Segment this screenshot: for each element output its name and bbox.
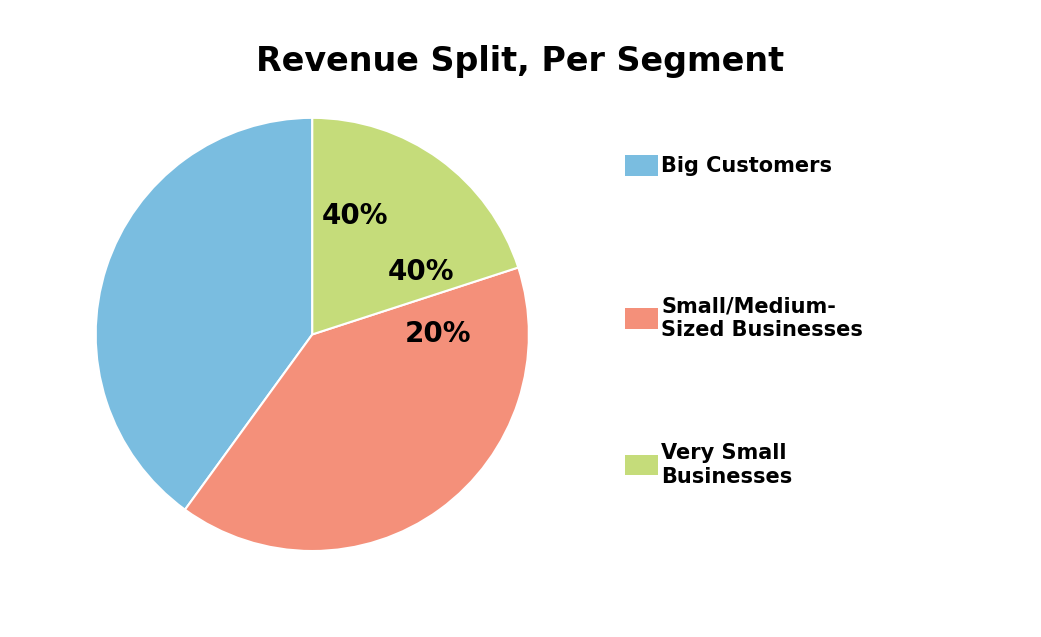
Wedge shape bbox=[185, 268, 529, 551]
Text: Small/Medium-
Sized Businesses: Small/Medium- Sized Businesses bbox=[661, 297, 863, 340]
Text: Very Small
Businesses: Very Small Businesses bbox=[661, 443, 792, 487]
Text: Revenue Split, Per Segment: Revenue Split, Per Segment bbox=[256, 45, 785, 78]
Text: 20%: 20% bbox=[405, 320, 472, 348]
Text: 40%: 40% bbox=[322, 203, 388, 231]
Wedge shape bbox=[312, 118, 518, 334]
Text: 40%: 40% bbox=[388, 257, 454, 285]
Wedge shape bbox=[96, 118, 312, 510]
Text: Big Customers: Big Customers bbox=[661, 155, 832, 176]
